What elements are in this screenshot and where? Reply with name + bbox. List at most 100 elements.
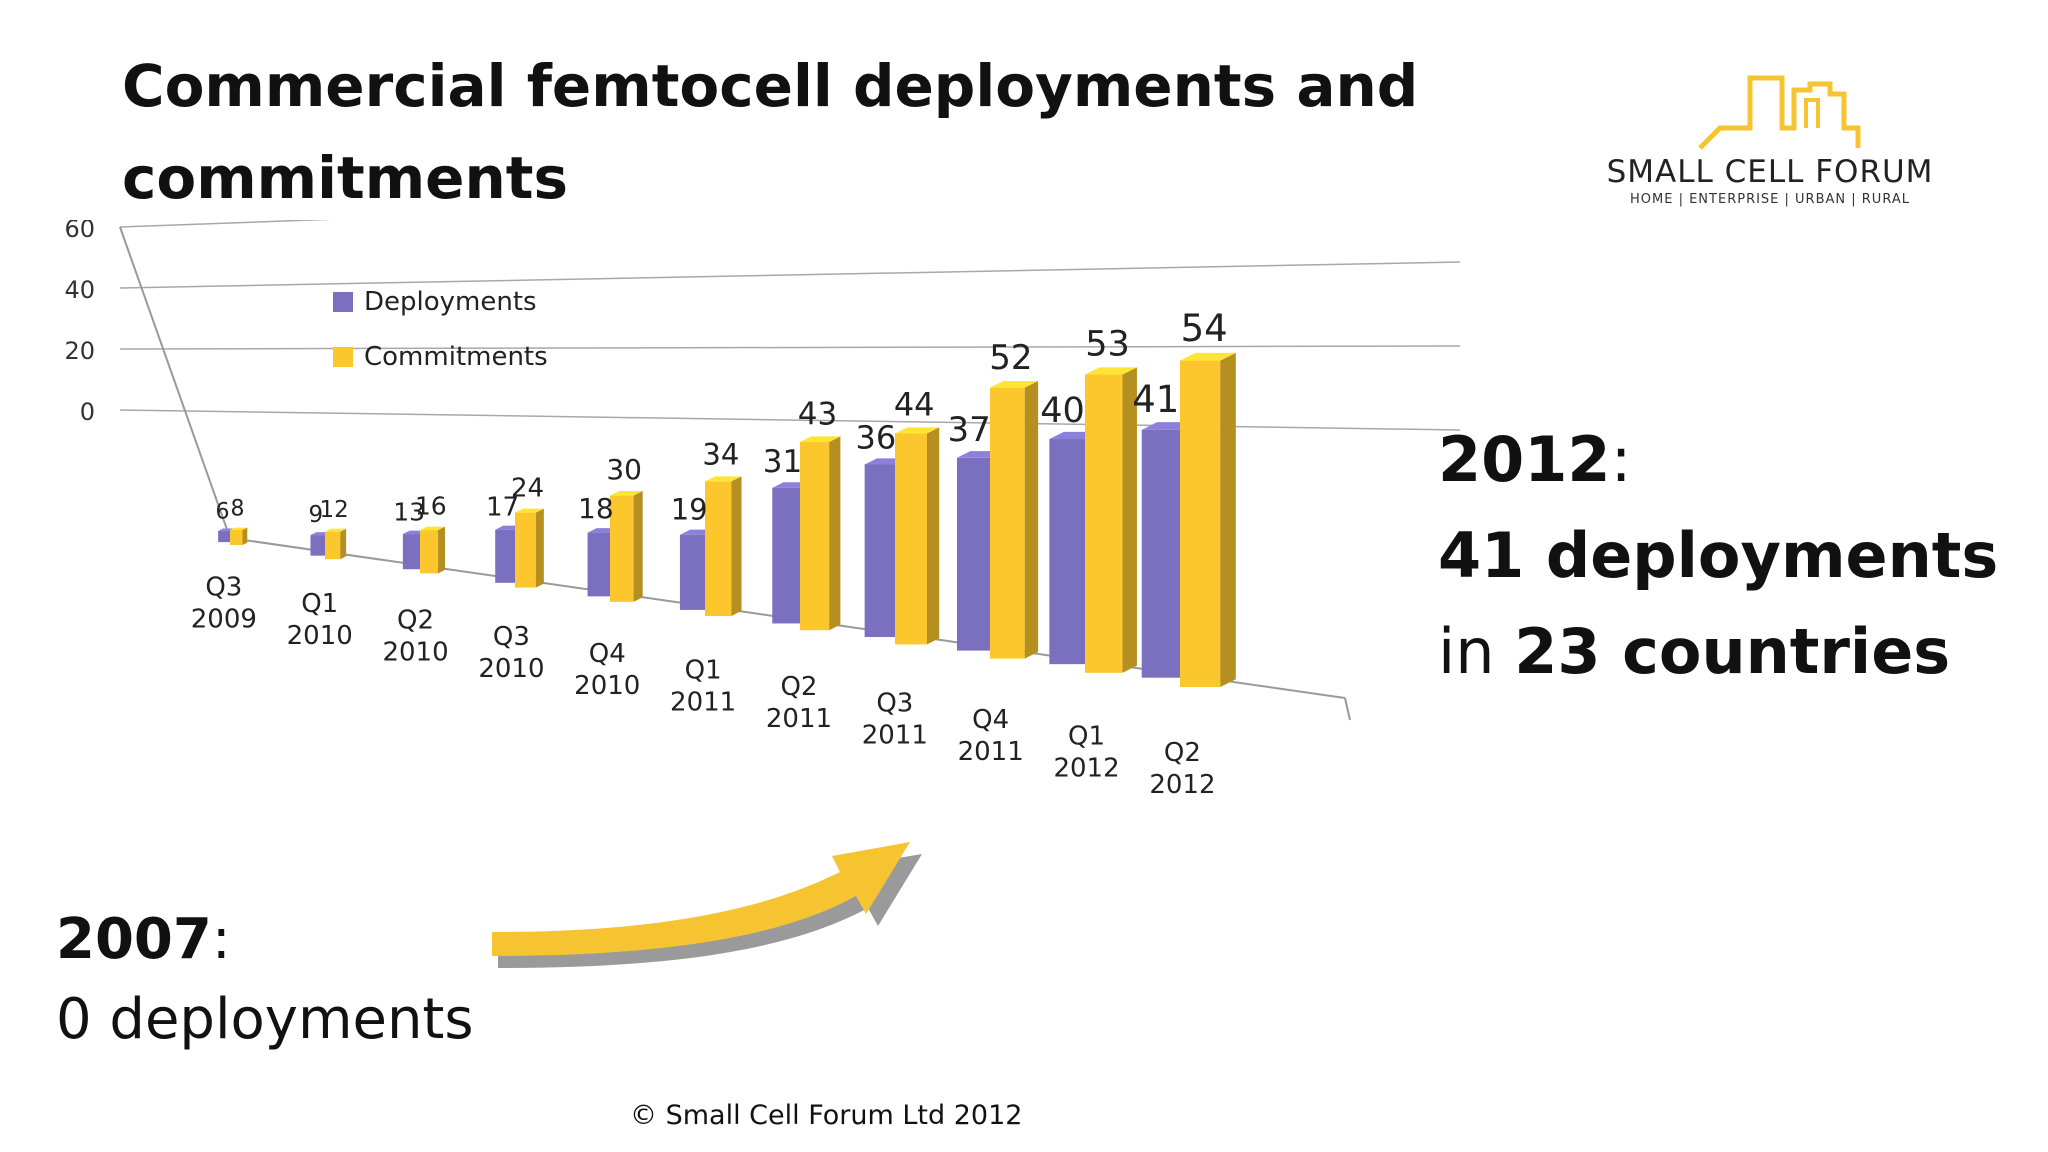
commitments-data-label: 54	[1181, 307, 1228, 350]
commitments-bar-side	[829, 436, 841, 631]
x-axis-end	[1344, 697, 1351, 721]
commitments-bar-top	[230, 527, 248, 531]
commitments-bar-top	[1180, 352, 1236, 361]
x-tick-label: Q1 2010	[287, 589, 353, 651]
logo-name: SMALL CELL FORUM	[1606, 154, 1934, 190]
x-tick-label: Q2 2011	[766, 672, 832, 734]
commitments-bar-side	[340, 528, 347, 560]
x-tick-label: Q4 2011	[958, 705, 1024, 767]
deployments-data-label: 18	[578, 492, 614, 525]
commitments-bar-front	[990, 387, 1025, 659]
commitments-bar-top	[420, 526, 445, 531]
deployments-data-label: 36	[855, 418, 896, 456]
deployments-bar-front	[495, 529, 517, 583]
callout-2007-year-line: 2007:	[56, 907, 231, 972]
commitments-bar-top	[610, 491, 643, 496]
deployments-bar-front	[218, 530, 231, 543]
commitments-bar-front	[895, 433, 927, 645]
deployments-bar-front	[310, 535, 326, 556]
commitments-data-label: 24	[511, 474, 544, 504]
y-tick-label: 60	[64, 220, 95, 243]
commitments-bar	[1180, 352, 1236, 687]
legend-swatch	[333, 292, 353, 312]
commitments-bar	[1085, 367, 1137, 673]
commitments-bar-front	[800, 442, 830, 631]
commitments-bar-front	[325, 531, 341, 560]
callout-2012: 2012: 41 deployments in 23 countries	[1438, 412, 2038, 700]
x-tick-label: Q4 2010	[574, 639, 640, 701]
gridline	[119, 345, 1460, 350]
x-tick-label: Q2 2010	[382, 606, 448, 668]
commitments-bar-front	[610, 495, 634, 602]
commitments-data-label: 8	[230, 497, 244, 522]
legend-label: Deployments	[364, 287, 537, 317]
deployments-data-label: 17	[486, 493, 519, 523]
commitments-bar-side	[1024, 380, 1039, 659]
y-axis	[119, 226, 231, 539]
gridline	[119, 220, 332, 228]
callout-2007-deployments: 0 deployments	[56, 987, 474, 1052]
x-tick-label: Q3 2009	[191, 573, 257, 635]
commitments-bar-side	[535, 508, 544, 588]
deployments-data-label: 41	[1132, 378, 1179, 421]
deployments-data-label: 19	[671, 493, 708, 527]
deployments-bar-front	[772, 487, 802, 624]
y-tick-label: 0	[80, 398, 95, 426]
deployments-data-label: 40	[1040, 391, 1085, 431]
commitments-data-label: 30	[606, 453, 642, 486]
commitments-bar	[800, 436, 841, 631]
growth-arrow-icon	[492, 842, 922, 968]
commitments-bar	[325, 528, 347, 560]
commitments-bar	[420, 526, 445, 574]
commitments-data-label: 16	[415, 492, 447, 521]
y-tick-label: 40	[64, 276, 95, 304]
callout-2012-year: 2012	[1438, 423, 1611, 496]
commitments-bar-front	[420, 530, 439, 574]
commitments-bar	[895, 427, 940, 645]
commitments-bar-top	[895, 427, 940, 434]
commitments-bar-side	[1220, 352, 1236, 687]
deployments-bar-front	[1049, 439, 1087, 665]
commitments-bar	[705, 476, 742, 616]
commitments-bar	[515, 508, 544, 588]
commitments-bar-side	[633, 491, 643, 602]
deployments-bar-front	[864, 464, 897, 638]
commitments-bar-top	[800, 436, 841, 443]
commitments-bar-top	[705, 476, 742, 482]
deployments-bar-front	[957, 457, 992, 651]
small-cell-forum-logo: SMALL CELL FORUM HOME | ENTERPRISE | URB…	[1580, 70, 1960, 220]
commitments-data-label: 52	[989, 338, 1032, 378]
deployments-bar-front	[402, 534, 421, 570]
commitments-bar	[610, 491, 643, 602]
deployments-bar-front	[1141, 429, 1183, 678]
logo-tagline: HOME | ENTERPRISE | URBAN | RURAL	[1630, 192, 1910, 207]
x-tick-label: Q1 2011	[670, 655, 736, 717]
commitments-bar-top	[990, 380, 1039, 388]
copyright-notice: © Small Cell Forum Ltd 2012	[630, 1100, 1023, 1131]
commitments-data-label: 12	[320, 497, 349, 523]
deployments-data-label: 13	[393, 498, 425, 527]
commitments-bar-side	[731, 476, 742, 616]
legend-label: Commitments	[364, 342, 548, 372]
gridline	[119, 409, 1460, 431]
callout-2012-year-line: 2012:	[1438, 423, 1632, 496]
commitments-bar-front	[1180, 360, 1221, 687]
commitments-bar-side	[242, 527, 248, 545]
commitments-bar-top	[515, 508, 544, 513]
buildings-icon	[1698, 75, 1861, 150]
deployments-data-label: 37	[948, 410, 991, 450]
commitments-bar-top	[325, 528, 347, 532]
callout-2012-deployments: 41 deployments	[1438, 519, 1999, 592]
deployments-bar-front	[679, 534, 707, 610]
commitments-bar-front	[230, 530, 243, 545]
commitments-bar-front	[515, 512, 536, 588]
deployments-data-label: 6	[216, 499, 230, 524]
commitments-bar	[990, 380, 1039, 659]
deployments-data-label: 31	[763, 444, 802, 480]
commitments-bar-side	[1122, 367, 1137, 673]
commitments-data-label: 34	[702, 437, 739, 471]
commitments-data-label: 53	[1085, 324, 1130, 364]
page-title: Commercial femtocell deployments and com…	[122, 52, 1419, 212]
x-tick-label: Q3 2010	[478, 622, 544, 684]
